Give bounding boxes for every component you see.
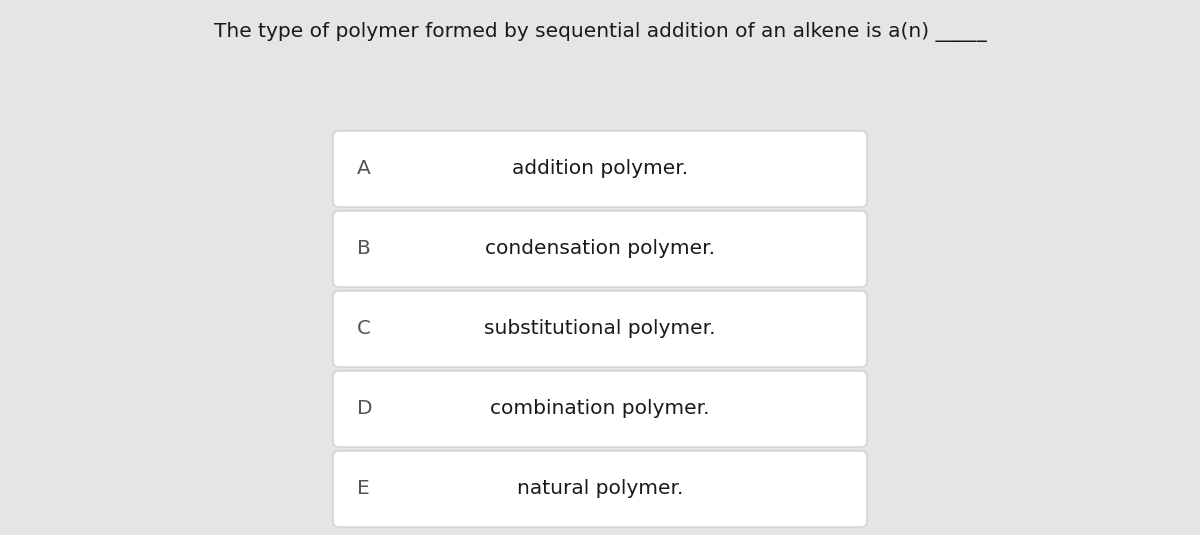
FancyBboxPatch shape [334,291,866,367]
Text: A: A [358,159,371,179]
FancyBboxPatch shape [334,451,866,527]
Text: B: B [358,240,371,258]
FancyBboxPatch shape [334,211,866,287]
Text: substitutional polymer.: substitutional polymer. [485,319,715,339]
Text: E: E [358,479,370,499]
Text: D: D [358,400,373,418]
FancyBboxPatch shape [334,371,866,447]
Text: C: C [358,319,371,339]
FancyBboxPatch shape [334,131,866,207]
Text: natural polymer.: natural polymer. [517,479,683,499]
Text: addition polymer.: addition polymer. [512,159,688,179]
Text: condensation polymer.: condensation polymer. [485,240,715,258]
Text: combination polymer.: combination polymer. [491,400,709,418]
Text: The type of polymer formed by sequential addition of an alkene is a(n) _____: The type of polymer formed by sequential… [214,22,986,42]
